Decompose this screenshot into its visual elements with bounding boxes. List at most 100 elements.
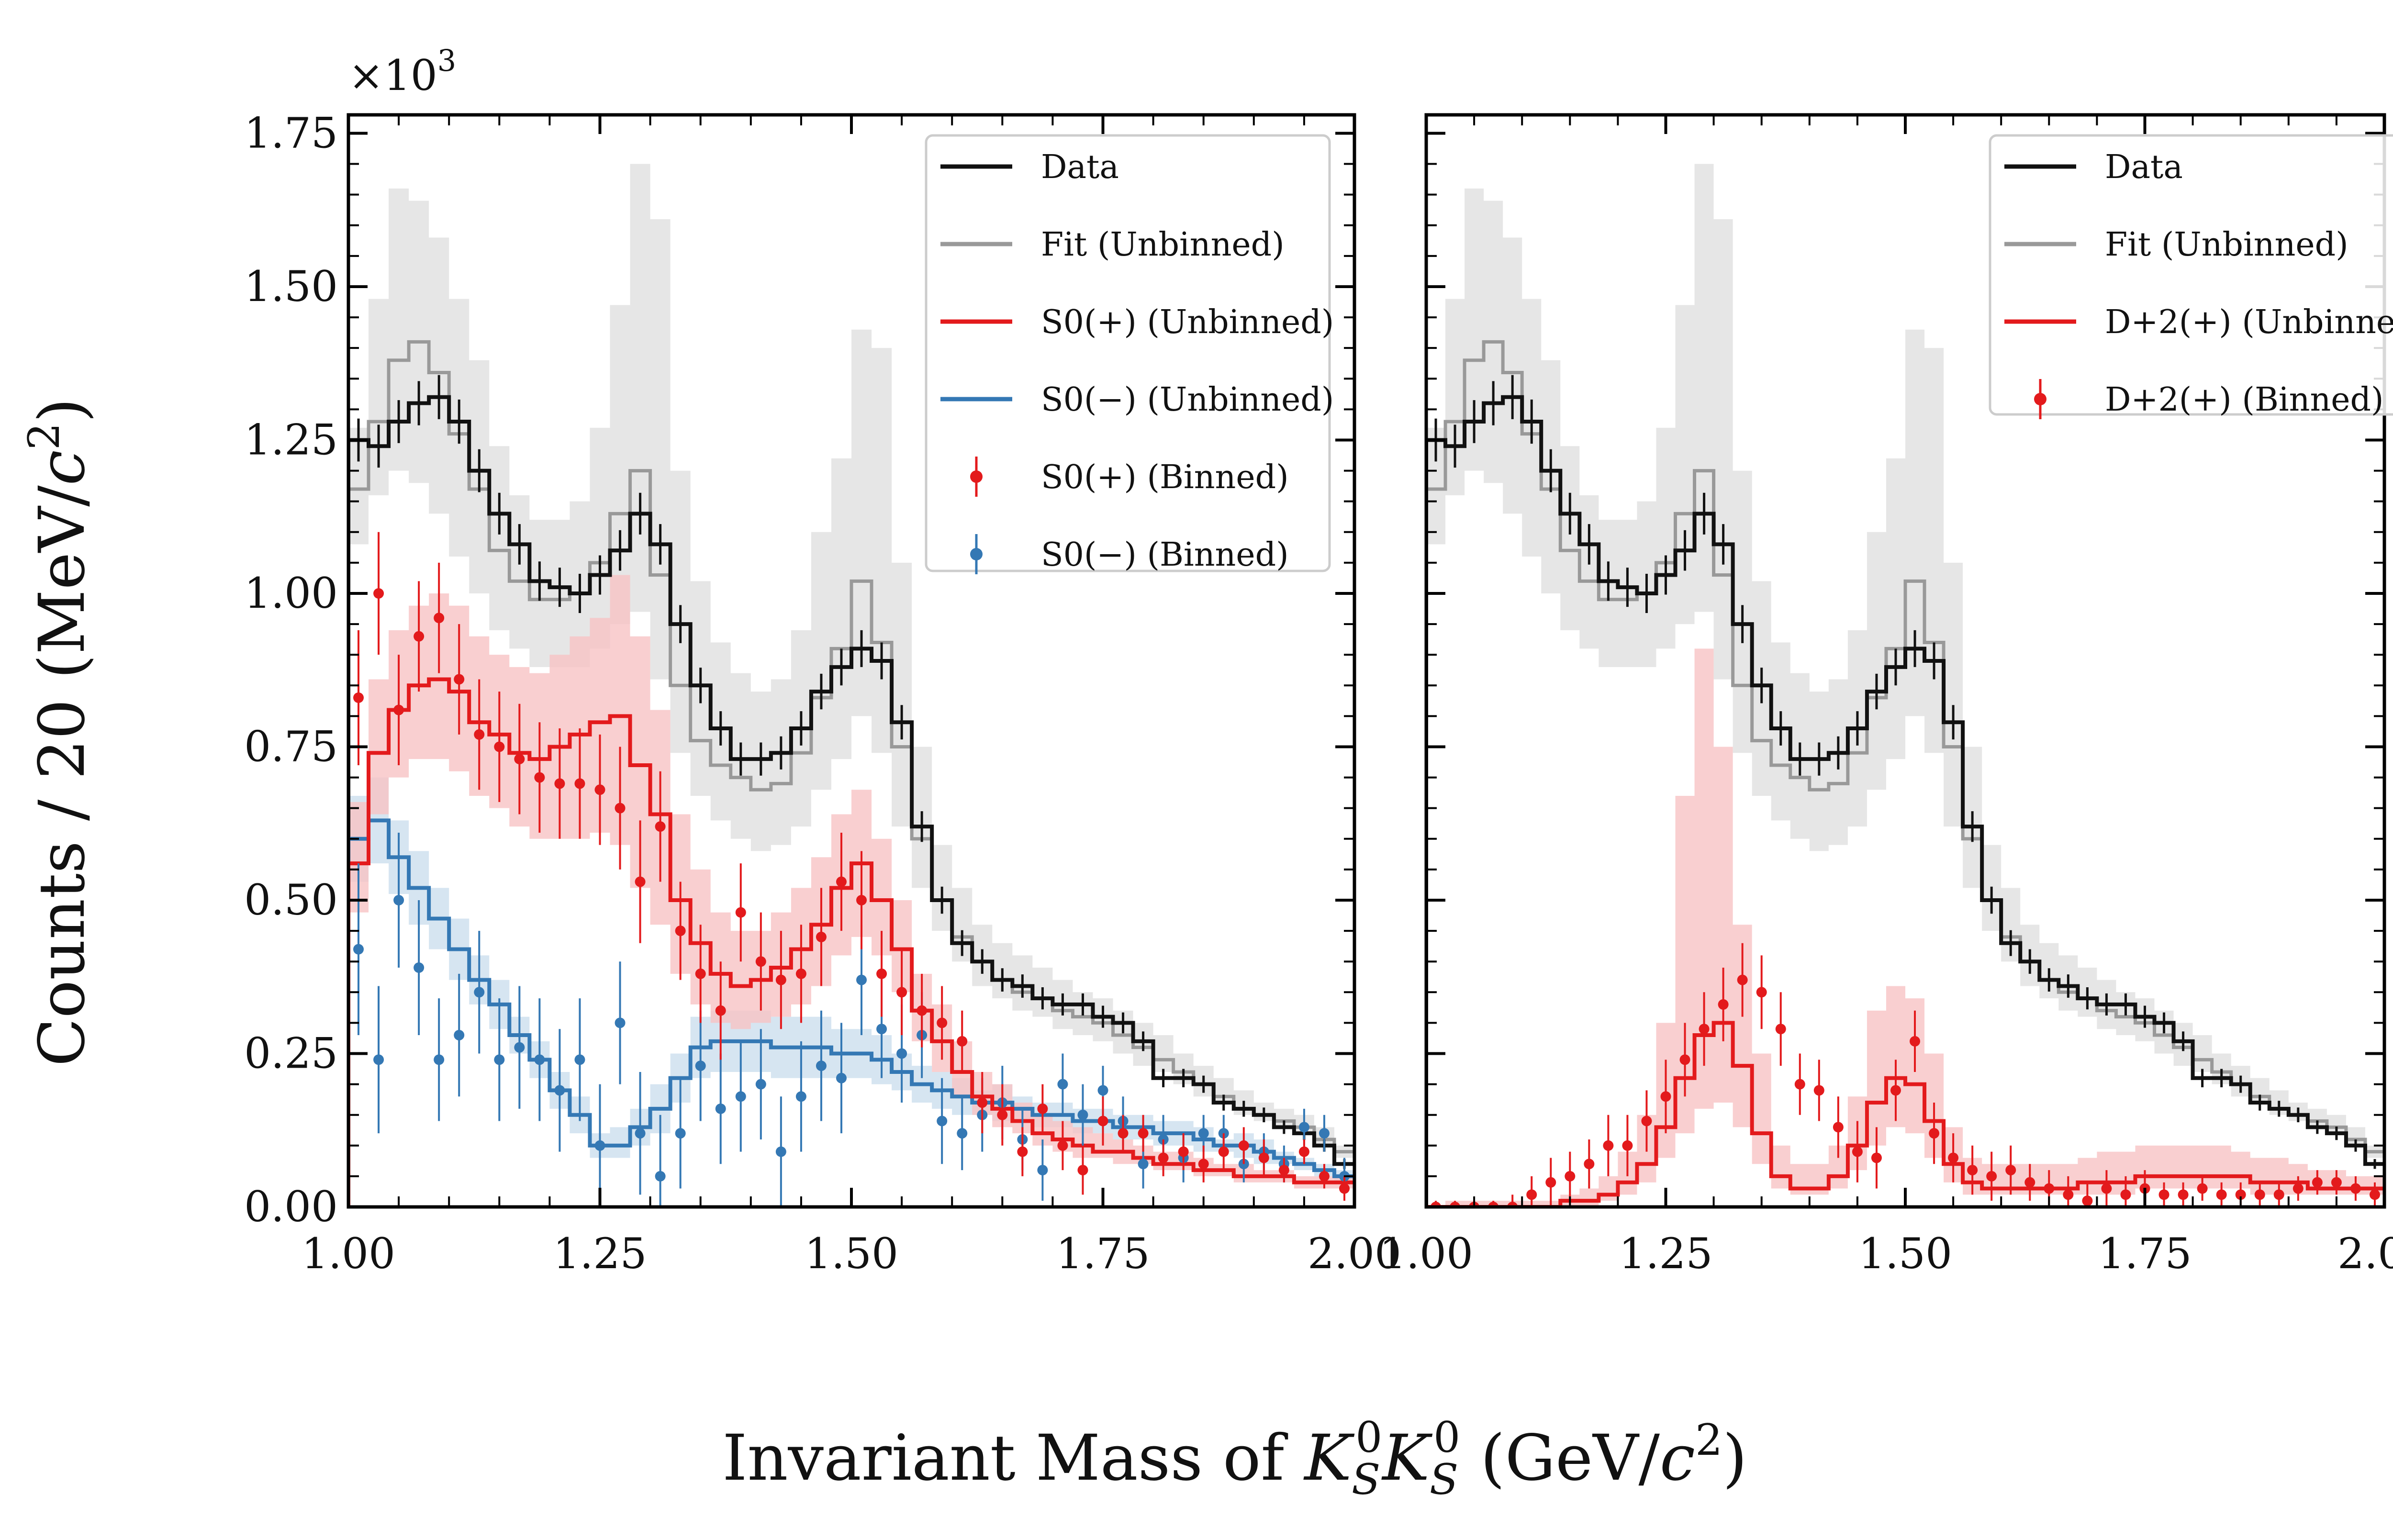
red-binned-point (2350, 1183, 2361, 1194)
blue-binned-point (574, 1054, 585, 1065)
y-tick-label: 0.25 (244, 1028, 338, 1078)
red-binned-point (2254, 1189, 2265, 1200)
red-binned-point (2292, 1183, 2304, 1194)
red-binned-point (1097, 1116, 1108, 1127)
blue-binned-point (1037, 1165, 1048, 1176)
legend-label: Data (1041, 148, 1119, 186)
legend-label: D+2(+) (Unbinned) (2105, 303, 2393, 341)
red-binned-point (1622, 1140, 1633, 1151)
blue-binned-point (675, 1128, 686, 1139)
red-binned-point (1910, 1036, 1921, 1047)
red-binned-point (1660, 1091, 1671, 1102)
blue-binned-point (655, 1171, 666, 1182)
blue-binned-point (876, 1024, 887, 1035)
blue-binned-point (454, 1030, 465, 1041)
legend-point-swatch (2034, 393, 2046, 405)
blue-binned-point (554, 1085, 565, 1096)
red-binned-point (1565, 1171, 1576, 1182)
red-binned-point (2216, 1189, 2227, 1200)
red-binned-point (1929, 1128, 1940, 1139)
red-binned-point (1339, 1183, 1350, 1194)
blue-binned-point (514, 1042, 525, 1053)
red-binned-point (393, 704, 404, 715)
red-binned-point (1178, 1146, 1189, 1157)
plot-area (1426, 164, 2384, 1207)
red-binned-point (1017, 1146, 1028, 1157)
red-binned-point (1699, 1024, 1710, 1035)
red-binned-point (675, 926, 686, 937)
blue-binned-point (635, 1128, 646, 1139)
red-binned-point (454, 674, 465, 685)
red-binned-point (1138, 1128, 1149, 1139)
blue-binned-point (735, 1091, 746, 1102)
red-binned-point (2331, 1177, 2342, 1188)
red-binned-point (615, 803, 626, 814)
red-binned-point (2197, 1183, 2208, 1194)
red-binned-point (816, 931, 827, 942)
legend-box (1989, 134, 2393, 416)
red-binned-point (534, 772, 545, 783)
red-binned-point (2005, 1165, 2016, 1176)
red-binned-point (755, 956, 766, 967)
y-tick-label: 1.75 (244, 108, 338, 157)
red-binned-point (2178, 1189, 2189, 1200)
blue-binned-point (494, 1054, 505, 1065)
red-binned-point (896, 987, 907, 998)
blue-binned-point (715, 1103, 726, 1114)
red-binned-point (1737, 974, 1748, 985)
red-binned-point (715, 1005, 726, 1016)
blue-binned-point (896, 1048, 907, 1059)
red-binned-point (2273, 1189, 2284, 1200)
red-binned-point (1258, 1152, 1269, 1163)
red-binned-point (876, 968, 887, 979)
red-binned-point (2369, 1189, 2380, 1200)
legend-label: D+2(+) (Binned) (2105, 381, 2384, 419)
y-axis-label: Counts / 20 (MeV/c2) (19, 398, 99, 1067)
red-binned-point (1298, 1146, 1309, 1157)
red-binned-point (997, 1109, 1008, 1120)
x-tick-label: 1.75 (2098, 1229, 2192, 1278)
blue-binned-point (1097, 1085, 1108, 1096)
blue-binned-point (695, 1060, 706, 1071)
x-tick-label: 1.25 (1619, 1229, 1713, 1278)
blue-binned-point (1057, 1079, 1068, 1090)
red-binned-point (917, 1005, 928, 1016)
red-binned-point (474, 729, 485, 740)
red-binned-point (2312, 1177, 2323, 1188)
red-binned-point (1775, 1024, 1786, 1035)
y-tick-label: 1.50 (244, 262, 338, 311)
panel-left: 1.00 1.25 1.50 1.75 2.00 0.00 0.25 0.50 0.75 1.00… (244, 108, 1401, 1278)
blue-binned-point (836, 1072, 847, 1083)
red-binned-point (977, 1097, 988, 1108)
x-tick-label: 1.25 (553, 1229, 647, 1278)
red-binned-point (957, 1036, 968, 1047)
red-binned-point (1057, 1140, 1068, 1151)
red-binned-point (1948, 1152, 1959, 1163)
blue-binned-point (434, 1054, 445, 1065)
legend-right: Data Fit (Unbinned) D+2(+) (Unbinned) D+2(+… (1989, 134, 2393, 419)
red-binned-point (1718, 999, 1729, 1010)
blue-binned-point (414, 962, 425, 973)
legend-left: Data Fit (Unbinned) S0(+) (Unbinned) S0(−) … (925, 134, 1334, 574)
plot-area (348, 164, 1354, 1207)
red-binned-point (836, 876, 847, 887)
red-binned-point (2082, 1195, 2093, 1206)
red-binned-point (2063, 1189, 2074, 1200)
blue-binned-point (1077, 1109, 1088, 1120)
red-binned-point (2158, 1189, 2169, 1200)
red-binned-point (1319, 1171, 1330, 1182)
red-binned-point (1584, 1159, 1595, 1170)
panel-right: 1.00 1.25 1.50 1.75 2.00 Data Fit (Unbinned) D+… (1379, 113, 2393, 1278)
x-tick-label: 1.00 (302, 1229, 395, 1278)
x-axis-label: Invariant Mass of KS0KS0 (GeV/c2) (722, 1413, 1747, 1504)
legend-label: Fit (Unbinned) (2105, 226, 2348, 264)
red-binned-point (2024, 1177, 2035, 1188)
red-binned-point (1198, 1159, 1209, 1170)
legend-label: S0(−) (Unbinned) (1041, 381, 1334, 419)
blue-binned-point (373, 1054, 384, 1065)
red-binned-point (554, 778, 565, 789)
legend-label: S0(+) (Binned) (1041, 458, 1289, 496)
red-binned-point (574, 778, 585, 789)
red-binned-point (1756, 987, 1767, 998)
